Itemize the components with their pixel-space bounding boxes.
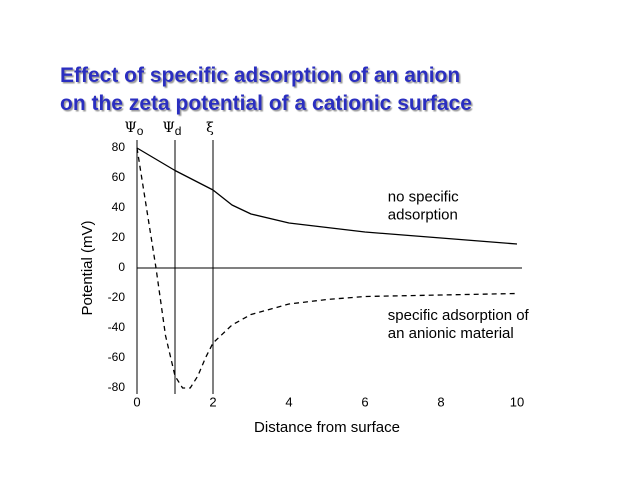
plane-label: ξ (206, 120, 214, 136)
y-tick-label: 80 (112, 140, 126, 154)
plane-label: Ψo (125, 120, 144, 138)
x-tick-label: 10 (510, 394, 524, 409)
y-tick-label: -20 (108, 290, 126, 304)
y-tick-label: -80 (108, 380, 126, 394)
x-tick-label: 4 (285, 394, 292, 409)
plane-subscript: o (137, 124, 144, 138)
plane-symbol: Ψ (125, 120, 137, 136)
series-line (136, 147, 518, 245)
series-line (136, 147, 518, 389)
title-group: Effect of specific adsorption of an anio… (60, 64, 472, 115)
x-tick-label: 6 (361, 394, 368, 409)
annotation: specific adsorption of (388, 307, 530, 324)
y-tick-label: 0 (118, 260, 125, 274)
y-tick-label: -60 (108, 350, 126, 364)
chart-title: on the zeta potential of a cationic surf… (60, 92, 472, 115)
plane-label: Ψd (163, 120, 182, 138)
x-tick-label: 2 (209, 394, 216, 409)
annotation: no specific (388, 188, 459, 205)
y-tick-label: 40 (112, 200, 126, 214)
x-tick-label: 8 (437, 394, 444, 409)
chart-title: Effect of specific adsorption of an anio… (60, 64, 460, 87)
plane-symbol: ξ (206, 120, 214, 136)
annotation: an anionic material (388, 325, 514, 342)
plane-symbol: Ψ (163, 120, 175, 136)
x-tick-label: 0 (133, 394, 140, 409)
annotation: adsorption (388, 206, 458, 223)
x-axis-label: Distance from surface (254, 419, 400, 436)
plane-subscript: d (175, 124, 182, 138)
y-tick-label: -40 (108, 320, 126, 334)
y-axis-label: Potential (mV) (79, 220, 96, 315)
y-tick-label: 20 (112, 230, 126, 244)
y-tick-label: 60 (112, 170, 126, 184)
